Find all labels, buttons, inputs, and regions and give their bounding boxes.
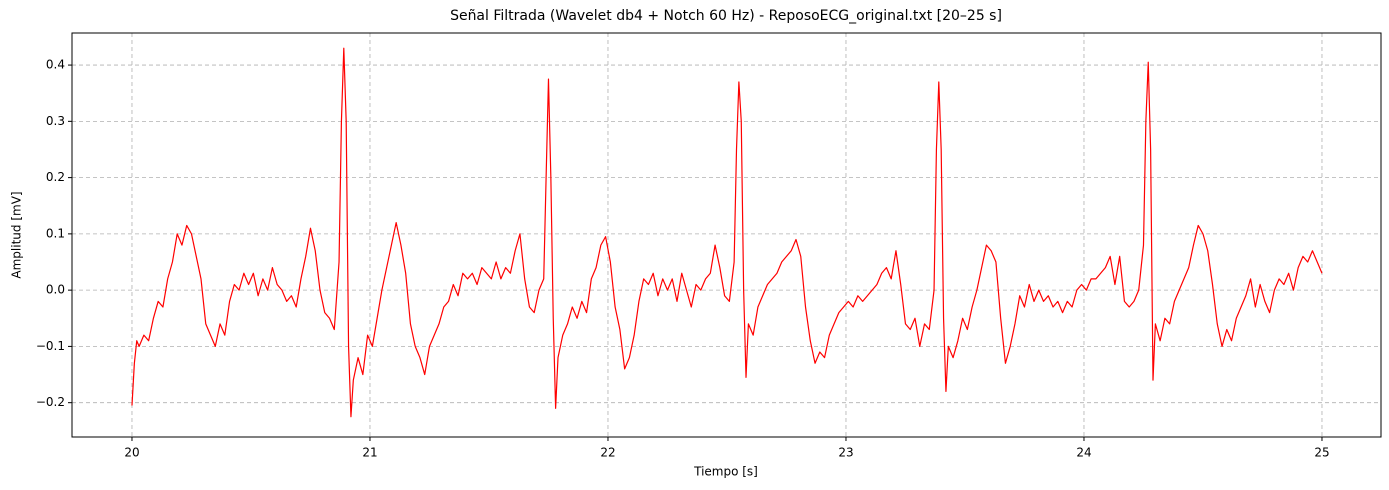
y-tick-label: 0.1: [46, 226, 65, 240]
y-tick-label: −0.1: [36, 339, 65, 353]
y-tick-label: 0.3: [46, 114, 65, 128]
x-tick-label: 24: [1076, 446, 1091, 460]
x-tick-label: 20: [124, 446, 139, 460]
x-tick-label: 21: [362, 446, 377, 460]
plot-frame: [71, 32, 1382, 438]
x-tick-label: 25: [1314, 446, 1329, 460]
y-axis-label: Amplitud [mV]: [10, 191, 24, 278]
chart-title: Señal Filtrada (Wavelet db4 + Notch 60 H…: [450, 8, 1002, 24]
x-axis-label: Tiempo [s]: [693, 465, 758, 479]
x-tick-label: 22: [600, 446, 615, 460]
signal-line: [131, 47, 1323, 418]
y-tick-label: 0.2: [46, 170, 65, 184]
y-tick-label: 0.4: [46, 58, 65, 72]
y-tick-label: 0.0: [46, 283, 65, 297]
x-tick-label: 23: [838, 446, 853, 460]
y-tick-label: −0.2: [36, 395, 65, 409]
